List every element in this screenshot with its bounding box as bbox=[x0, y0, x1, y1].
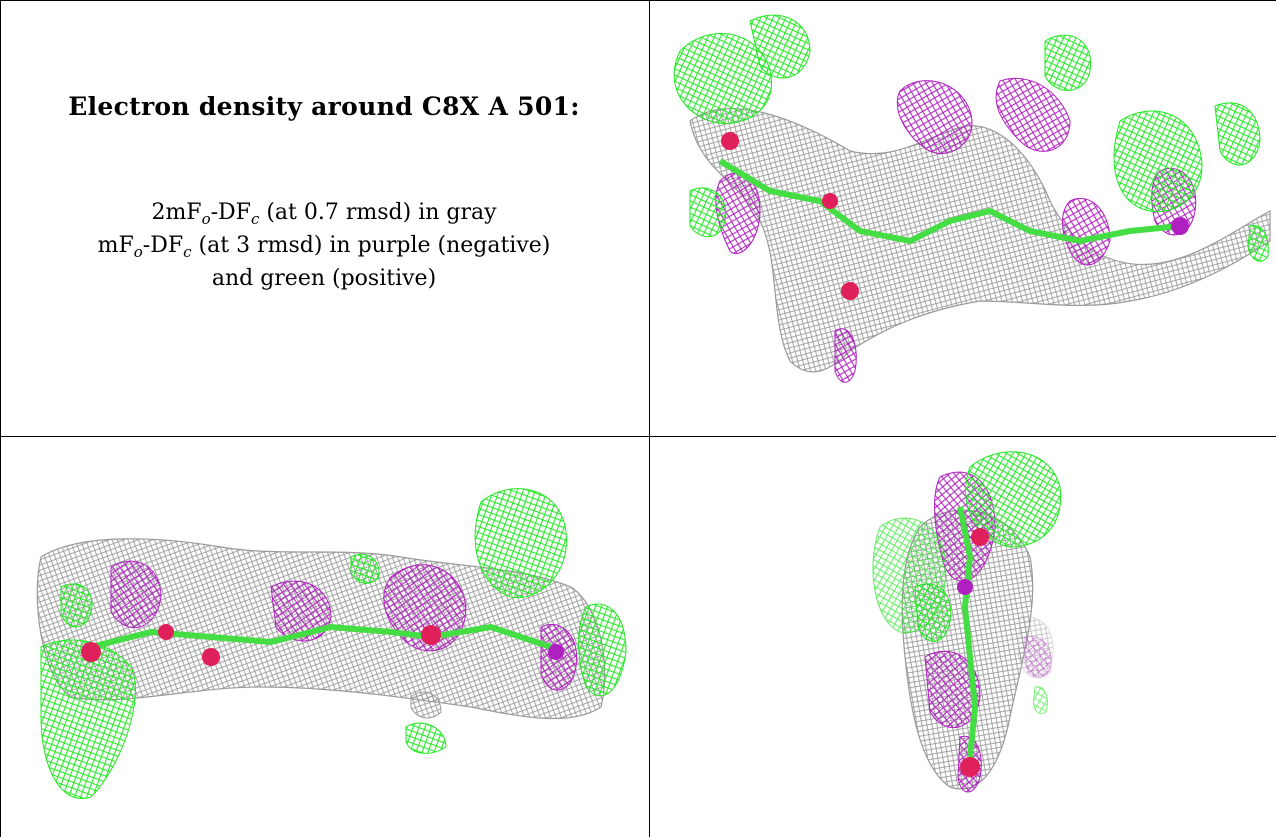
green-mesh-bottom-right bbox=[872, 451, 1062, 714]
density-view-bottom-left bbox=[1, 437, 649, 837]
density-view-bottom-right bbox=[650, 437, 1276, 837]
green-mesh-bottom-left bbox=[40, 488, 627, 799]
border-left bbox=[0, 0, 1, 837]
figure-title: Electron density around C8X A 501: bbox=[68, 92, 580, 121]
border-top bbox=[0, 0, 1276, 1]
legend-line-diff: mFo-DFc (at 3 rmsd) in purple (negative) bbox=[97, 233, 551, 261]
legend-line-positive: and green (positive) bbox=[211, 266, 437, 291]
purple-mesh-bottom-left bbox=[110, 560, 578, 691]
legend-description: 2mFo-DFc (at 0.7 rmsd) in gray mFo-DFc (… bbox=[0, 196, 648, 295]
caption-cell: Electron density around C8X A 501: 2mFo-… bbox=[0, 0, 648, 436]
molecule-model-top-right bbox=[718, 132, 1189, 300]
density-view-top-right bbox=[650, 1, 1276, 436]
molecule-model-bottom-right bbox=[957, 506, 989, 777]
legend-line-gray: 2mFo-DFc (at 0.7 rmsd) in gray bbox=[151, 200, 497, 228]
molecule-model-bottom-left bbox=[81, 623, 564, 666]
divider-vertical bbox=[649, 0, 650, 837]
green-mesh-top-right bbox=[673, 14, 1269, 262]
divider-horizontal bbox=[0, 436, 1276, 437]
